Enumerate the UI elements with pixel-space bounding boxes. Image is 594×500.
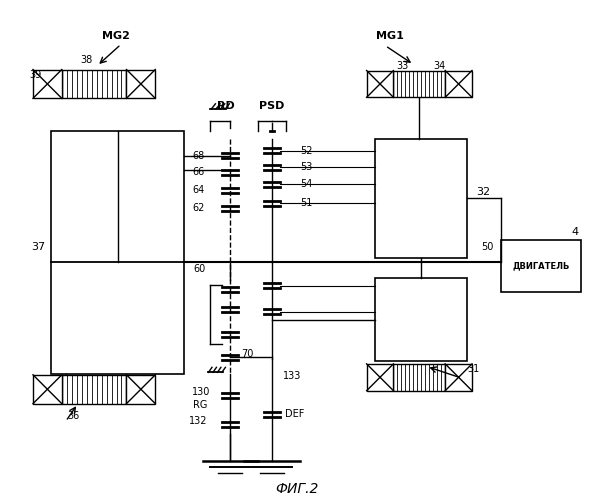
Bar [33, 70, 62, 98]
Text: RG: RG [193, 400, 207, 410]
Text: 37: 37 [31, 242, 46, 252]
Text: 33: 33 [396, 61, 409, 71]
Bar [393, 364, 445, 390]
Bar [445, 70, 472, 98]
Text: 50: 50 [481, 242, 493, 252]
Text: 133: 133 [283, 372, 301, 382]
Bar [62, 375, 127, 404]
Text: 39: 39 [29, 70, 42, 80]
Text: ДВИГАТЕЛЬ: ДВИГАТЕЛЬ [513, 262, 570, 270]
Bar [51, 130, 184, 374]
Text: ФИГ.2: ФИГ.2 [275, 482, 319, 496]
Bar [62, 70, 127, 98]
Text: 62: 62 [192, 203, 204, 213]
Text: 70: 70 [241, 350, 254, 360]
Bar [445, 364, 472, 390]
Text: PSD: PSD [260, 101, 285, 111]
Text: 34: 34 [433, 61, 445, 71]
Text: 66: 66 [192, 168, 204, 177]
Bar [366, 70, 393, 98]
Text: 68: 68 [192, 150, 204, 160]
Text: 60: 60 [194, 264, 206, 274]
Text: 51: 51 [300, 198, 312, 208]
Bar [127, 70, 155, 98]
Bar [501, 240, 582, 292]
Text: DEF: DEF [285, 409, 305, 419]
Text: 54: 54 [300, 180, 312, 190]
Text: 52: 52 [300, 146, 312, 156]
Bar [375, 278, 467, 361]
Text: MG1: MG1 [375, 31, 403, 41]
Text: 64: 64 [192, 186, 204, 196]
Text: 132: 132 [189, 416, 207, 426]
Text: 36: 36 [67, 411, 80, 421]
Bar [127, 375, 155, 404]
Text: 31: 31 [467, 364, 479, 374]
Text: 53: 53 [300, 162, 312, 172]
Text: 38: 38 [80, 55, 92, 65]
Text: MG2: MG2 [102, 31, 130, 41]
Bar [33, 375, 62, 404]
Bar [393, 70, 445, 98]
Text: 4: 4 [571, 227, 579, 237]
Bar [366, 364, 393, 390]
Text: 130: 130 [192, 387, 210, 397]
Bar [375, 138, 467, 258]
Text: RD: RD [217, 101, 234, 111]
Text: 32: 32 [476, 188, 490, 198]
